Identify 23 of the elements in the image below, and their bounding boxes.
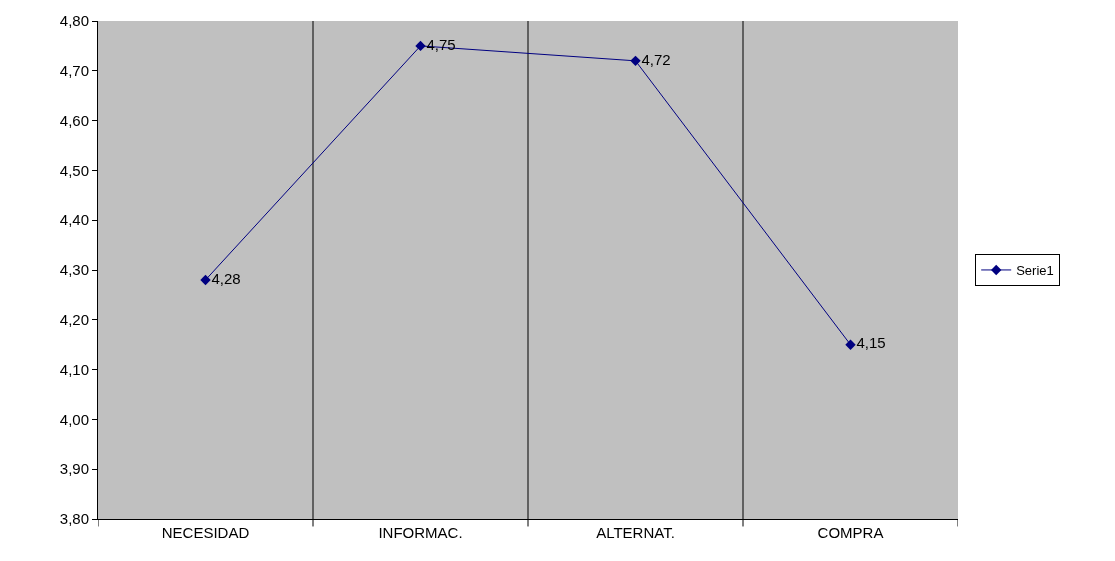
y-tick-label: 4,70	[59, 62, 89, 80]
y-tick-label: 4,10	[59, 360, 89, 378]
x-tick-label: INFORMAC.	[378, 524, 463, 541]
point	[415, 40, 426, 52]
y-tick-label: 4,50	[59, 161, 89, 179]
y-tick-label: 4,40	[59, 211, 89, 229]
y-tick-label: 4,30	[59, 261, 89, 279]
y-tick-label: 4,60	[59, 111, 89, 129]
x-tick-label: ALTERNAT.	[596, 524, 675, 541]
y-tick-label: 4,20	[59, 311, 89, 329]
y-tick-label: 4,80	[59, 12, 89, 30]
data-label: 4,15	[856, 334, 886, 352]
legend-label: Serie1	[1016, 263, 1054, 279]
point	[630, 55, 641, 67]
point	[200, 274, 211, 286]
data-label: 4,72	[641, 50, 671, 68]
point	[845, 339, 856, 350]
y-tick-label: 3,80	[59, 510, 89, 528]
x-tick-label: COMPRA	[817, 524, 884, 541]
data-label: 4,28	[211, 269, 241, 287]
y-tick-label: 4,00	[59, 410, 89, 428]
x-tick-label: NECESIDAD	[161, 524, 250, 541]
y-tick-label: 3,90	[59, 460, 89, 478]
